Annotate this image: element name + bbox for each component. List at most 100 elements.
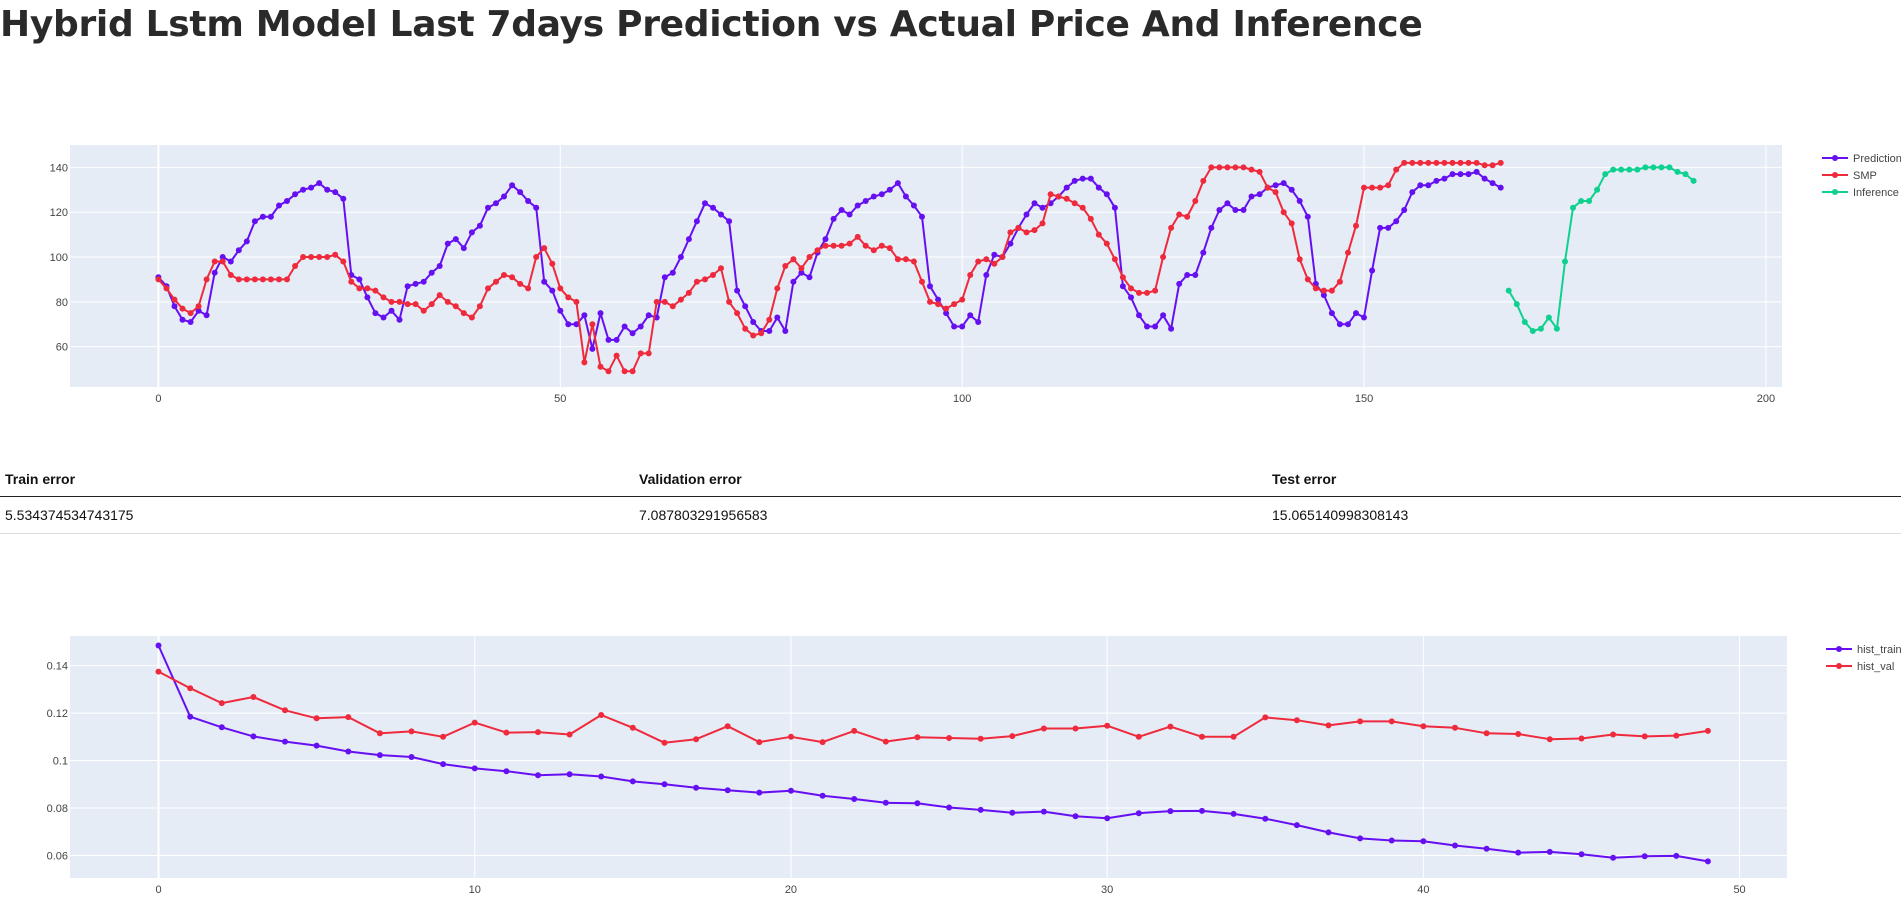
data-point-smp	[919, 279, 925, 285]
data-point-smp	[1080, 205, 1086, 211]
data-point-smp	[1007, 229, 1013, 235]
data-point-hist-train	[535, 772, 541, 778]
data-point-hist-train	[756, 790, 762, 796]
data-point-hist-train	[1199, 808, 1205, 814]
legend-item-prediction[interactable]: Prediction	[1822, 153, 1901, 165]
data-point-prediction	[469, 229, 475, 235]
data-point-hist-val	[662, 740, 668, 746]
data-point-smp	[879, 243, 885, 249]
data-point-smp	[541, 245, 547, 251]
data-point-smp	[477, 303, 483, 309]
data-point-prediction	[1329, 310, 1335, 316]
data-point-smp	[1136, 290, 1142, 296]
data-point-inference	[1586, 198, 1592, 204]
data-point-prediction	[477, 223, 483, 229]
legend-item-inference[interactable]: Inference	[1822, 187, 1899, 199]
data-point-smp	[172, 297, 178, 303]
data-point-smp	[1152, 288, 1158, 294]
data-point-hist-val	[1579, 736, 1585, 742]
data-point-hist-train	[1673, 853, 1679, 859]
data-point-smp	[1353, 223, 1359, 229]
data-point-prediction	[1490, 180, 1496, 186]
data-point-smp	[292, 263, 298, 269]
data-point-prediction	[622, 324, 628, 330]
legend-item-hist-train[interactable]: hist_train	[1826, 644, 1901, 656]
data-point-smp	[308, 254, 314, 260]
data-point-smp	[356, 285, 362, 291]
data-point-hist-val	[1515, 731, 1521, 737]
data-point-smp	[911, 259, 917, 265]
data-point-prediction	[919, 214, 925, 220]
data-point-hist-val	[440, 734, 446, 740]
y-tick-label: 140	[50, 162, 68, 174]
data-point-prediction	[180, 317, 186, 323]
data-point-prediction	[807, 274, 813, 280]
data-point-prediction	[726, 218, 732, 224]
data-point-prediction	[1168, 326, 1174, 332]
data-point-hist-train	[1420, 838, 1426, 844]
data-point-prediction	[549, 288, 555, 294]
data-point-inference	[1594, 187, 1600, 193]
data-point-smp	[533, 254, 539, 260]
y-tick-label: 0.08	[47, 803, 68, 815]
data-point-prediction	[959, 324, 965, 330]
data-point-smp	[614, 353, 620, 359]
data-point-smp	[782, 263, 788, 269]
data-point-prediction	[694, 218, 700, 224]
data-point-hist-val	[1231, 734, 1237, 740]
data-point-hist-train	[946, 805, 952, 811]
data-point-prediction	[1458, 171, 1464, 177]
data-point-inference	[1530, 328, 1536, 334]
data-point-smp	[1289, 220, 1295, 226]
data-point-smp	[991, 261, 997, 267]
page-title: Hybrid Lstm Model Last 7days Prediction …	[0, 4, 1422, 45]
data-point-prediction	[421, 279, 427, 285]
data-point-smp	[1096, 232, 1102, 238]
y-tick-label: 80	[56, 297, 68, 309]
data-point-hist-train	[788, 788, 794, 794]
data-point-smp	[1257, 169, 1263, 175]
train-error-value: 5.534374534743175	[0, 497, 634, 534]
data-point-smp	[429, 301, 435, 307]
data-point-hist-val	[883, 739, 889, 745]
data-point-hist-val	[1167, 724, 1173, 730]
data-point-smp	[220, 259, 226, 265]
data-point-prediction	[1466, 171, 1472, 177]
data-point-prediction	[606, 337, 612, 343]
data-point-smp	[1321, 288, 1327, 294]
data-point-smp	[1200, 178, 1206, 184]
legend-item-smp[interactable]: SMP	[1822, 170, 1877, 182]
data-point-smp	[847, 241, 853, 247]
data-point-prediction	[389, 308, 395, 314]
data-point-prediction	[895, 180, 901, 186]
data-point-prediction	[1232, 207, 1238, 213]
data-point-prediction	[372, 310, 378, 316]
legend-item-hist-val[interactable]: hist_val	[1826, 661, 1894, 673]
data-point-prediction	[413, 281, 419, 287]
data-point-smp	[1241, 164, 1247, 170]
data-point-smp	[1160, 254, 1166, 260]
data-point-smp	[622, 368, 628, 374]
data-point-prediction	[831, 216, 837, 222]
data-point-smp	[1104, 241, 1110, 247]
data-point-smp	[1249, 167, 1255, 173]
data-point-smp	[638, 350, 644, 356]
data-point-inference	[1667, 164, 1673, 170]
data-point-smp	[1088, 216, 1094, 222]
data-point-smp	[790, 256, 796, 262]
data-point-inference	[1683, 171, 1689, 177]
data-point-smp	[927, 299, 933, 305]
data-point-smp	[348, 279, 354, 285]
data-point-inference	[1562, 259, 1568, 265]
data-point-smp	[324, 254, 330, 260]
data-point-smp	[445, 299, 451, 305]
data-point-smp	[1425, 160, 1431, 166]
legend-label-hist-train: hist_train	[1857, 644, 1901, 656]
data-point-smp	[1040, 220, 1046, 226]
data-point-inference	[1675, 169, 1681, 175]
data-point-prediction	[204, 312, 210, 318]
data-point-hist-train	[503, 768, 509, 774]
data-point-smp	[509, 274, 515, 280]
data-point-inference	[1610, 167, 1616, 173]
data-point-smp	[630, 368, 636, 374]
